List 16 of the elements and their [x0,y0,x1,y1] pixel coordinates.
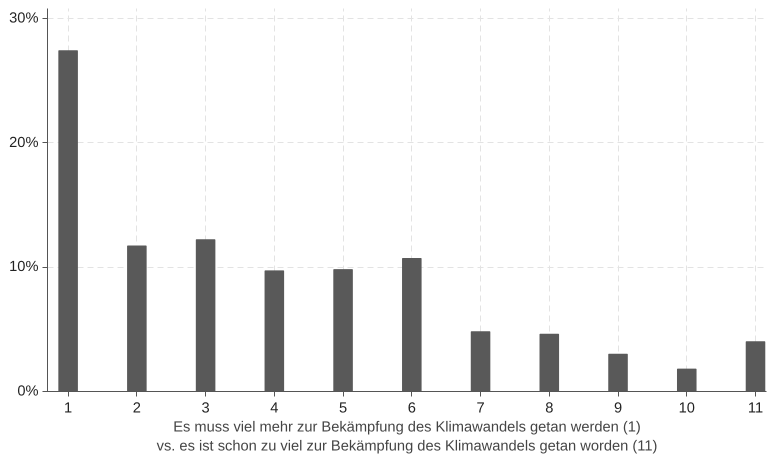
y-tick-label: 30% [9,10,39,26]
x-axis-title: Es muss viel mehr zur Bekämpfung des Klimawandels getan werden (1) vs. es ist schon zu viel zur Bekämpfung des Klimawandels getan worden (11) [156,420,658,455]
y-tick-label: 20% [9,134,39,151]
x-tick-label: 11 [748,400,764,416]
x-tick-label: 1 [64,400,72,416]
x-tick-label: 4 [270,400,278,416]
x-tick-label: 10 [678,400,695,416]
x-tick-label: 7 [476,400,485,416]
x-tick-label: 3 [202,400,210,416]
x-tick-label: 5 [339,400,348,416]
x-tick-label: 9 [614,400,622,416]
x-tick-label: 2 [132,400,141,416]
y-tick-label: 0% [17,384,39,400]
y-tick-label: 10% [9,259,39,276]
x-tick-label: 6 [408,400,416,416]
x-tick-label: 8 [545,400,554,416]
